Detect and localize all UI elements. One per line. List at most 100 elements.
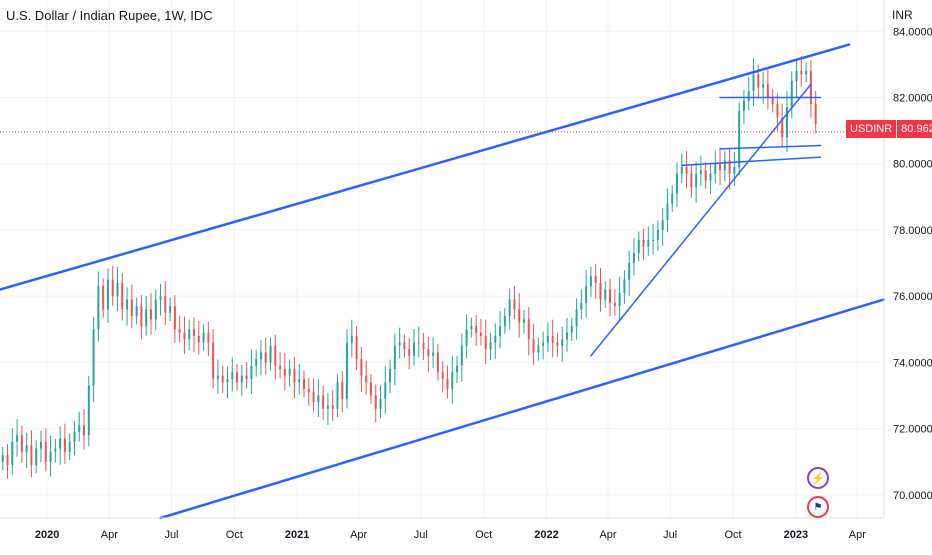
candle-body [197, 335, 200, 343]
candle [303, 370, 306, 398]
y-axis[interactable]: 70.0000 72.0000 74.0000 76.0000 78.0000 80.00… [893, 26, 932, 502]
candle-body [570, 325, 573, 333]
candle [159, 283, 162, 316]
candle-body [259, 352, 262, 360]
candle-body [518, 309, 521, 323]
candle-body [680, 167, 683, 174]
candle [331, 390, 334, 421]
candle [264, 337, 267, 375]
candle [212, 328, 215, 389]
candle [54, 438, 57, 463]
candle-body [360, 359, 363, 376]
candle [642, 228, 645, 261]
candle-body [522, 319, 525, 323]
candle [551, 319, 554, 358]
candle [422, 332, 425, 361]
candle-body [173, 306, 176, 330]
trendline-2[interactable] [590, 83, 812, 357]
candle-body [580, 302, 583, 310]
candle [188, 319, 191, 351]
candle [446, 365, 449, 399]
candle [283, 352, 286, 391]
candle [298, 364, 301, 395]
candle-body [1, 455, 4, 462]
candle-body [255, 359, 258, 366]
candle-body [599, 282, 602, 300]
candle-body [288, 369, 291, 376]
candle [532, 324, 535, 365]
candle-body [613, 302, 616, 307]
candle-body [216, 375, 219, 379]
trendline-1[interactable] [159, 298, 886, 520]
trendlines[interactable] [0, 43, 886, 520]
trendline-5[interactable] [681, 156, 822, 167]
candle [585, 270, 588, 318]
candle-body [690, 173, 693, 187]
lightning-icon[interactable]: ⚡ [807, 467, 829, 489]
candle-body [298, 378, 301, 383]
candle-body [140, 306, 143, 326]
candle [456, 356, 459, 384]
candle-body [814, 104, 817, 125]
candle [193, 317, 196, 353]
y-tick-label: 72.0000 [893, 424, 932, 436]
currency-label: INR [892, 8, 913, 22]
candle-body [508, 299, 511, 317]
x-axis[interactable]: 2020 Apr Jul Oct 2021 Apr Jul Oct 2022 Apr Jul Oct 2… [35, 529, 866, 541]
candle [589, 266, 592, 298]
candle [580, 289, 583, 320]
candle-body [83, 425, 86, 436]
candle [685, 150, 688, 189]
candle-body [188, 329, 191, 340]
candle-body [479, 332, 482, 336]
candle-body [676, 173, 679, 194]
candle [317, 379, 320, 418]
candle [518, 293, 521, 338]
candle-body [389, 369, 392, 383]
candle [738, 102, 741, 176]
candle [92, 317, 95, 402]
candle [599, 268, 602, 312]
candle [652, 223, 655, 255]
trendline-4[interactable] [719, 144, 822, 150]
candle-body [25, 445, 28, 452]
candle [499, 311, 502, 349]
last-price-tag: USDINR 80.9620 [846, 120, 932, 138]
candle [680, 153, 683, 184]
candle-body [781, 117, 784, 138]
candle [628, 250, 631, 296]
candle [719, 147, 722, 186]
candle-body [54, 448, 57, 452]
candle-body [226, 378, 229, 383]
candle-body [475, 325, 478, 333]
candle-body [346, 342, 349, 399]
candle [412, 328, 415, 366]
candle-body [240, 375, 243, 383]
candle-body [159, 296, 162, 300]
candle-body [250, 365, 253, 379]
us-flag-icon[interactable]: ⚑ [807, 496, 829, 518]
candle [604, 281, 607, 308]
candle-body [585, 286, 588, 303]
candle [350, 319, 353, 358]
candle-body [566, 332, 569, 340]
candle [575, 298, 578, 340]
y-tick-label: 82.0000 [893, 93, 932, 105]
candle [790, 71, 793, 119]
candle-body [652, 239, 655, 241]
y-tick-label: 80.0000 [893, 159, 932, 171]
trendline-0[interactable] [0, 43, 851, 291]
candle-body [111, 279, 114, 297]
candle-body [106, 279, 109, 310]
candle [1, 446, 4, 470]
candle-body [212, 342, 215, 379]
candle [475, 315, 478, 347]
candle [432, 337, 435, 369]
candle [236, 364, 239, 391]
candle [111, 266, 114, 306]
candle [346, 328, 349, 409]
candle [470, 317, 473, 338]
candle-body [556, 342, 559, 346]
